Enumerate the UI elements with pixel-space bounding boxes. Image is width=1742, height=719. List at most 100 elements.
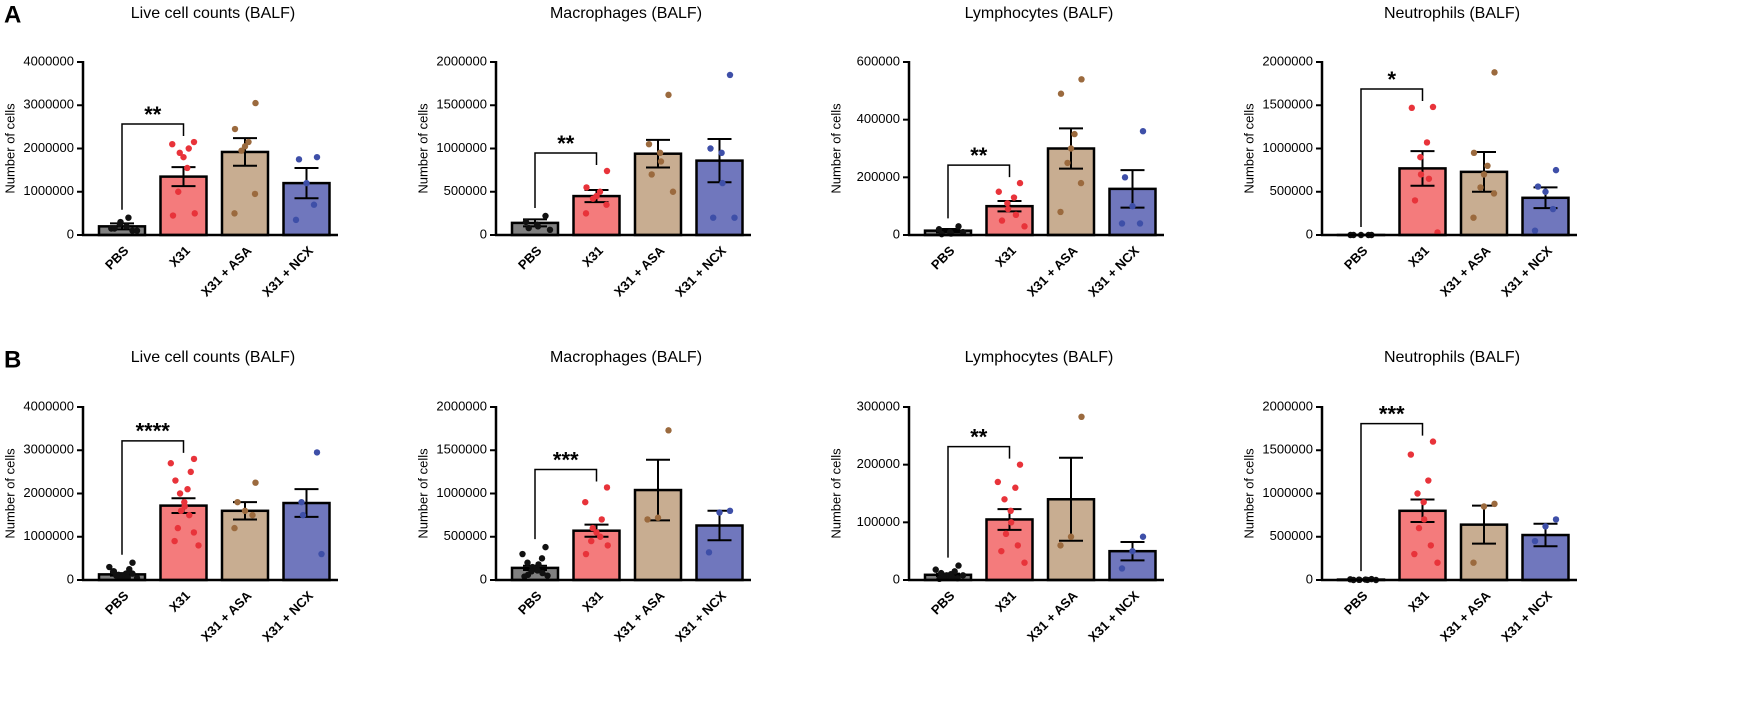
error-bar bbox=[294, 488, 319, 518]
data-point bbox=[1021, 223, 1028, 230]
data-point bbox=[604, 542, 611, 549]
y-tick-label: 1000000 bbox=[436, 140, 487, 155]
x-tick-label: X31 + NCX bbox=[1085, 588, 1142, 645]
data-point bbox=[710, 214, 717, 221]
data-point bbox=[955, 223, 962, 230]
data-point bbox=[1129, 547, 1136, 555]
data-point bbox=[959, 572, 967, 579]
data-point bbox=[181, 503, 188, 510]
data-point bbox=[1057, 208, 1064, 216]
data-point bbox=[535, 561, 542, 568]
panel-label: B bbox=[4, 346, 21, 373]
data-point bbox=[133, 227, 141, 234]
data-point bbox=[716, 509, 723, 516]
significance-label: **** bbox=[136, 419, 171, 444]
y-tick-label: 3000000 bbox=[23, 442, 74, 457]
data-point bbox=[176, 149, 183, 157]
data-point bbox=[1016, 461, 1024, 468]
data-point bbox=[171, 537, 178, 545]
x-tick-label: X31 + NCX bbox=[672, 588, 729, 645]
y-tick-label: 1500000 bbox=[436, 442, 487, 457]
significance-label: *** bbox=[553, 447, 579, 472]
data-point bbox=[726, 507, 734, 514]
data-point bbox=[1411, 197, 1419, 204]
data-point bbox=[1420, 498, 1427, 506]
data-point bbox=[1542, 523, 1549, 530]
data-point bbox=[959, 228, 967, 236]
data-point bbox=[303, 179, 310, 187]
data-point bbox=[1429, 438, 1437, 445]
significance-label: ** bbox=[970, 424, 988, 449]
data-point bbox=[1411, 550, 1418, 558]
significance-bracket bbox=[1360, 422, 1424, 572]
y-tick-label: 2000000 bbox=[23, 140, 74, 155]
y-tick-label: 2000000 bbox=[23, 485, 74, 500]
y-tick-label: 100000 bbox=[857, 514, 900, 529]
data-point bbox=[186, 511, 193, 519]
y-tick-label: 0 bbox=[893, 571, 900, 586]
data-point bbox=[1077, 179, 1085, 187]
data-point bbox=[252, 479, 259, 486]
y-tick-label: 1000000 bbox=[23, 528, 74, 543]
data-point bbox=[948, 573, 956, 581]
panel-label: A bbox=[4, 1, 21, 28]
data-point bbox=[1429, 103, 1437, 111]
panel: Lymphocytes (BALF) Number of cells 0 100000… bbox=[828, 349, 1164, 645]
x-tick-label: PBS bbox=[1341, 588, 1371, 618]
data-point bbox=[598, 516, 605, 523]
data-point bbox=[1470, 149, 1478, 157]
y-tick-label: 1000000 bbox=[23, 183, 74, 198]
data-point bbox=[1139, 533, 1147, 540]
bar bbox=[572, 529, 621, 582]
data-point bbox=[522, 218, 530, 226]
data-point bbox=[534, 567, 541, 574]
data-point bbox=[582, 550, 590, 558]
data-point bbox=[1012, 484, 1019, 491]
panel: Neutrophils (BALF) Number of cells 0 500000… bbox=[1241, 349, 1577, 645]
data-point bbox=[1414, 490, 1421, 497]
data-point bbox=[1004, 205, 1012, 213]
data-point bbox=[589, 524, 596, 532]
data-point bbox=[1470, 559, 1477, 566]
bar bbox=[282, 501, 331, 582]
data-point bbox=[542, 212, 549, 220]
x-tick-label: X31 + ASA bbox=[1024, 243, 1081, 300]
data-point bbox=[1057, 542, 1064, 549]
data-point bbox=[129, 227, 136, 234]
data-point bbox=[596, 188, 604, 195]
x-tick-label: X31 + ASA bbox=[198, 588, 255, 645]
data-point bbox=[123, 223, 130, 230]
data-point bbox=[129, 570, 136, 577]
y-tick-label: 0 bbox=[1306, 571, 1313, 586]
data-point bbox=[645, 140, 653, 148]
bar bbox=[220, 509, 270, 582]
panel: Macrophages (BALF) Number of cells 0 500000… bbox=[415, 5, 751, 300]
x-tick-label: X31 + NCX bbox=[1498, 243, 1555, 300]
data-point bbox=[534, 223, 542, 230]
y-tick-label: 500000 bbox=[1270, 528, 1313, 543]
data-point bbox=[292, 216, 300, 224]
data-point bbox=[1007, 519, 1015, 526]
data-point bbox=[1417, 171, 1425, 178]
y-tick-label: 1500000 bbox=[436, 97, 487, 112]
data-point bbox=[1408, 104, 1415, 112]
x-tick-label: X31 + ASA bbox=[1024, 588, 1081, 645]
x-tick-label: X31 bbox=[992, 243, 1019, 270]
panel: Lymphocytes (BALF) Number of cells 0 200000… bbox=[828, 5, 1164, 300]
data-point bbox=[295, 156, 303, 163]
significance-label: * bbox=[1387, 67, 1396, 92]
data-point bbox=[185, 145, 192, 152]
data-point bbox=[125, 214, 132, 221]
data-point bbox=[654, 514, 662, 521]
data-point bbox=[231, 125, 239, 133]
data-point bbox=[1010, 194, 1018, 201]
data-point bbox=[582, 210, 590, 217]
data-point bbox=[111, 225, 118, 232]
data-point bbox=[1417, 153, 1424, 161]
data-point bbox=[1067, 533, 1075, 540]
data-point bbox=[190, 529, 198, 536]
y-axis-label: Number of cells bbox=[415, 103, 430, 194]
data-point bbox=[299, 511, 307, 519]
significance-label: ** bbox=[144, 102, 162, 127]
data-point bbox=[1136, 220, 1144, 227]
